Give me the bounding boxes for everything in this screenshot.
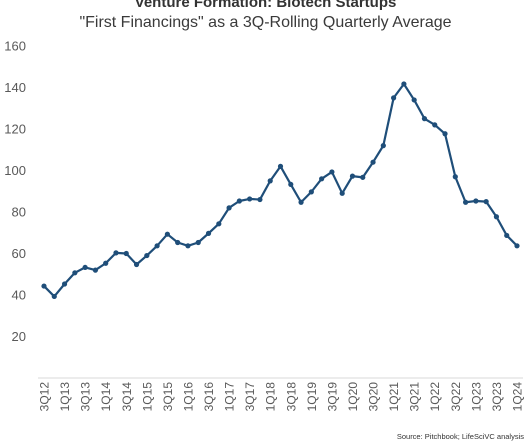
x-tick-label: 1Q21 bbox=[387, 382, 401, 412]
data-point bbox=[144, 252, 150, 259]
x-tick-label: 3Q13 bbox=[79, 382, 93, 412]
x-tick-label: 1Q18 bbox=[264, 382, 278, 412]
x-tick-label: 1Q23 bbox=[469, 382, 483, 412]
x-tick-label: 1Q22 bbox=[428, 382, 442, 412]
data-point bbox=[473, 198, 479, 204]
y-tick-label: 20 bbox=[12, 329, 26, 344]
data-point bbox=[360, 174, 366, 180]
x-tick-label: 1Q24 bbox=[511, 382, 525, 412]
data-point bbox=[349, 173, 356, 179]
series-points bbox=[41, 81, 520, 300]
data-point bbox=[319, 176, 325, 182]
x-tick-label: 1Q15 bbox=[140, 382, 154, 412]
data-point bbox=[401, 81, 407, 87]
data-point bbox=[380, 143, 386, 149]
data-point bbox=[61, 281, 68, 287]
x-tick-label: 3Q15 bbox=[161, 382, 175, 412]
source-note: Source: Pitchbook; LifeSciVC analysis bbox=[397, 432, 524, 441]
x-tick-label: 1Q19 bbox=[305, 382, 319, 412]
x-tick-label: 1Q17 bbox=[223, 382, 237, 412]
y-tick-label: 80 bbox=[12, 205, 26, 220]
series-line bbox=[43, 82, 518, 298]
x-tick-label: 3Q20 bbox=[367, 382, 381, 412]
data-point bbox=[41, 283, 47, 289]
data-point bbox=[92, 267, 99, 273]
data-point bbox=[113, 250, 119, 256]
data-point bbox=[298, 199, 304, 205]
data-point bbox=[329, 169, 335, 175]
data-point bbox=[123, 250, 129, 257]
data-point bbox=[308, 189, 314, 195]
x-tick-label: 1Q14 bbox=[99, 382, 113, 412]
y-tick-label: 120 bbox=[4, 122, 26, 137]
data-point bbox=[391, 95, 397, 101]
y-tick-label: 40 bbox=[12, 288, 26, 303]
data-point bbox=[462, 199, 469, 205]
y-tick-label: 60 bbox=[12, 246, 26, 261]
data-point bbox=[154, 243, 160, 249]
data-point bbox=[247, 196, 253, 202]
x-tick-label: 3Q22 bbox=[449, 382, 463, 412]
data-point bbox=[257, 196, 263, 203]
x-tick-label: 3Q18 bbox=[284, 382, 298, 412]
data-point bbox=[442, 131, 448, 137]
data-point bbox=[504, 232, 510, 239]
data-point bbox=[421, 116, 428, 122]
data-point bbox=[72, 270, 78, 276]
y-tick-label: 100 bbox=[4, 163, 26, 178]
x-tick-label: 3Q21 bbox=[408, 382, 422, 412]
data-point bbox=[288, 181, 294, 188]
data-point bbox=[339, 190, 345, 196]
chart-subtitle: "First Financings" as a 3Q-Rolling Quart… bbox=[79, 14, 451, 31]
data-point bbox=[514, 243, 520, 249]
x-tick-label: 1Q13 bbox=[58, 382, 72, 412]
data-point bbox=[411, 97, 417, 103]
y-tick-label: 160 bbox=[4, 39, 26, 54]
data-point bbox=[133, 261, 140, 268]
y-tick-label: 140 bbox=[4, 80, 26, 95]
data-point bbox=[452, 174, 458, 180]
data-point bbox=[493, 214, 500, 220]
data-point bbox=[370, 159, 376, 165]
y-axis: 20 40 60 80 100 120 140 160 bbox=[4, 39, 26, 345]
data-point bbox=[277, 163, 284, 169]
data-point bbox=[103, 260, 109, 266]
data-point bbox=[432, 122, 438, 128]
data-point bbox=[185, 243, 191, 249]
x-tick-label: 1Q16 bbox=[181, 382, 195, 412]
data-point bbox=[51, 293, 57, 300]
data-point bbox=[205, 230, 212, 236]
x-tick-label: 3Q19 bbox=[325, 382, 339, 412]
x-tick-label: 1Q20 bbox=[346, 382, 360, 412]
x-tick-label: 3Q17 bbox=[243, 382, 257, 412]
data-point bbox=[483, 199, 489, 205]
x-tick-label: 3Q14 bbox=[120, 382, 134, 412]
data-point bbox=[236, 198, 242, 204]
data-point bbox=[164, 231, 170, 237]
data-point bbox=[175, 239, 181, 246]
data-point bbox=[82, 264, 88, 271]
x-tick-label: 3Q12 bbox=[38, 382, 52, 412]
data-point bbox=[195, 239, 201, 246]
chart-title: Venture Formation: Biotech Startups bbox=[135, 0, 397, 11]
data-point bbox=[267, 178, 273, 184]
data-point bbox=[216, 221, 222, 227]
x-axis: 3Q12 1Q13 3Q13 1Q14 3Q14 1Q15 3Q15 1Q16 3Q16 1Q17… bbox=[38, 382, 525, 412]
x-tick-label: 3Q16 bbox=[202, 382, 216, 412]
data-point bbox=[226, 205, 232, 211]
x-tick-label: 3Q23 bbox=[490, 382, 504, 412]
